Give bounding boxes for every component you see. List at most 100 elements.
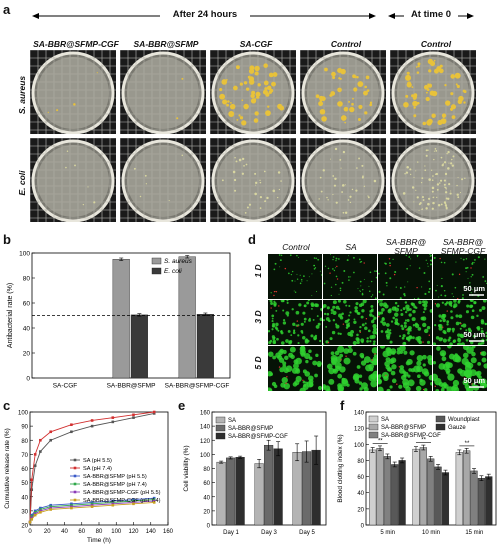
y-tick-label: 80 — [23, 276, 31, 283]
fluorescence-drawing: 50 μm — [433, 300, 487, 345]
dead-cell — [416, 286, 418, 289]
dead-cell — [270, 307, 272, 309]
live-cell — [345, 304, 348, 307]
live-cell — [384, 304, 389, 309]
live-cell — [385, 281, 388, 284]
live-cell — [280, 331, 284, 335]
data-point — [111, 502, 115, 506]
live-cell — [462, 352, 469, 359]
live-cell — [386, 388, 391, 391]
live-cell — [405, 360, 411, 366]
y-axis-label: Blood clotting index (%) — [337, 434, 344, 502]
live-cell — [382, 321, 387, 326]
legend-marker — [73, 458, 77, 462]
fluorescence-drawing — [323, 254, 377, 299]
live-cell — [293, 330, 296, 333]
live-cell — [306, 259, 308, 261]
legend-swatch — [151, 257, 162, 265]
dead-cell — [275, 290, 278, 293]
live-cell — [362, 300, 367, 304]
colony — [339, 77, 342, 80]
live-cell — [411, 317, 416, 322]
legend-marker — [73, 474, 77, 478]
colony — [424, 165, 426, 167]
live-cell — [452, 339, 457, 343]
dish-rim — [391, 139, 475, 222]
colony — [263, 170, 266, 173]
live-cell — [399, 346, 406, 352]
x-tick-label: 5 min — [380, 530, 395, 536]
colony — [268, 72, 274, 78]
live-cell — [374, 297, 377, 299]
live-cell — [470, 315, 475, 320]
live-cell — [441, 356, 447, 362]
colony — [451, 115, 456, 120]
colony — [418, 209, 420, 211]
colony — [456, 184, 458, 187]
data-point — [39, 509, 42, 513]
colony — [219, 93, 226, 100]
live-cell — [349, 311, 352, 314]
x-tick-label: 120 — [128, 529, 139, 535]
dish-agar — [127, 57, 199, 129]
colony — [443, 179, 446, 182]
dead-cell — [359, 331, 361, 333]
data-point — [152, 498, 156, 501]
y-tick-label: 50 — [21, 481, 28, 487]
live-cell — [384, 272, 387, 275]
live-cell — [417, 374, 421, 379]
colony — [425, 207, 428, 210]
live-cell — [441, 301, 444, 304]
live-cell — [454, 286, 457, 289]
live-cell — [360, 302, 365, 307]
colony — [445, 188, 448, 190]
colony — [450, 190, 452, 192]
colony — [322, 169, 325, 172]
live-cell — [418, 340, 423, 345]
live-cell — [302, 380, 306, 384]
y-tick-label: 40 — [21, 495, 28, 501]
fluorescence-drawing — [323, 346, 377, 391]
petri-dish-drawing — [210, 50, 296, 134]
live-cell — [402, 334, 406, 338]
live-cell — [430, 381, 432, 386]
live-cell — [399, 365, 405, 370]
colony — [326, 196, 328, 199]
petri-dish-drawing — [120, 50, 206, 134]
live-cell — [332, 305, 336, 309]
dead-cell — [340, 359, 342, 361]
live-cell — [463, 286, 465, 288]
colony — [451, 164, 455, 167]
colony — [450, 158, 453, 161]
live-cell — [297, 341, 300, 345]
data-point — [111, 503, 115, 507]
live-cell — [463, 346, 469, 351]
colony — [271, 81, 276, 87]
series-line — [29, 499, 155, 523]
live-cell — [274, 262, 277, 265]
colony — [425, 91, 428, 94]
live-cell — [404, 301, 408, 304]
significance-label: ** — [421, 438, 426, 444]
live-cell — [408, 256, 411, 258]
live-cell — [435, 336, 440, 340]
col-label-4: Control — [330, 39, 362, 49]
y-axis-label: Antibacterial rate (%) — [7, 283, 14, 348]
colony — [144, 174, 147, 177]
live-cell — [295, 310, 300, 315]
live-cell — [353, 320, 357, 324]
live-cell — [448, 336, 452, 340]
live-cell — [329, 254, 332, 255]
live-cell — [332, 258, 334, 261]
live-cell — [468, 329, 472, 333]
data-point — [152, 501, 156, 504]
data-point — [33, 453, 37, 456]
colony — [255, 96, 259, 99]
data-point — [39, 506, 42, 510]
live-cell — [446, 323, 449, 326]
live-cell — [455, 261, 457, 263]
live-cell — [455, 314, 459, 318]
live-cell — [275, 309, 278, 312]
live-cell — [327, 267, 330, 270]
colony — [416, 71, 420, 74]
